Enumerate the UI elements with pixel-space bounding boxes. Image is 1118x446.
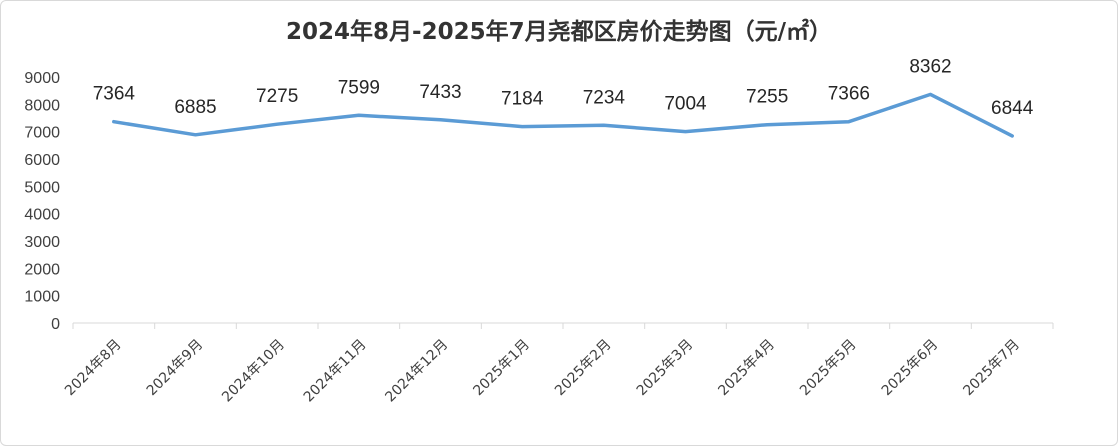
series-line xyxy=(112,92,1014,138)
y-tick-label: 4000 xyxy=(24,207,60,224)
y-tick-label: 6000 xyxy=(24,152,60,169)
x-tick-label: 2025年4月 xyxy=(715,337,778,400)
x-axis-ticks: 2024年8月 2024年9月 2024年10月 2024年11月 2024年12月 20… xyxy=(62,337,1023,406)
y-tick-label: 1000 xyxy=(24,289,60,306)
y-axis-ticks: 0 1000 2000 3000 4000 5000 6000 7000 8000 9000 xyxy=(24,70,60,333)
x-tick-label: 2025年3月 xyxy=(634,337,697,400)
x-tick-label: 2024年10月 xyxy=(219,337,288,406)
data-label: 7184 xyxy=(501,89,544,110)
y-tick-label: 7000 xyxy=(24,125,60,142)
x-tick-label: 2024年12月 xyxy=(382,337,451,406)
y-tick-label: 3000 xyxy=(24,234,60,251)
series-layer xyxy=(112,92,1014,138)
x-tick-label: 2025年5月 xyxy=(797,337,860,400)
y-tick-label: 8000 xyxy=(24,97,60,114)
x-tick-label: 2024年8月 xyxy=(62,337,125,400)
data-label: 7599 xyxy=(338,77,380,98)
x-tick-label: 2025年6月 xyxy=(879,337,942,400)
data-label: 6885 xyxy=(174,97,216,118)
data-label: 6844 xyxy=(991,98,1034,119)
y-tick-label: 5000 xyxy=(24,179,60,196)
x-tick-label: 2025年2月 xyxy=(552,337,615,400)
x-tick-label: 2025年7月 xyxy=(960,337,1023,400)
data-label: 7255 xyxy=(746,87,788,108)
y-tick-label: 9000 xyxy=(24,70,60,87)
chart-title: 2024年8月-2025年7月尧都区房价走势图（元/㎡） xyxy=(286,19,832,45)
x-tick-label: 2024年11月 xyxy=(301,337,370,406)
y-tick-label: 0 xyxy=(51,316,60,333)
data-label: 7234 xyxy=(583,87,626,108)
data-label: 7275 xyxy=(256,86,298,107)
data-label: 7433 xyxy=(419,82,461,103)
y-tick-label: 2000 xyxy=(24,261,60,278)
data-label: 7364 xyxy=(93,84,136,105)
data-labels: 7364 6885 7275 7599 7433 7184 7234 7004 7255 7366… xyxy=(93,56,1034,118)
data-label: 7004 xyxy=(664,94,707,115)
x-axis xyxy=(72,322,1054,329)
data-label: 8362 xyxy=(909,56,951,77)
data-label: 7366 xyxy=(828,84,870,105)
x-tick-label: 2025年1月 xyxy=(470,337,533,400)
x-tick-label: 2024年9月 xyxy=(144,337,207,400)
